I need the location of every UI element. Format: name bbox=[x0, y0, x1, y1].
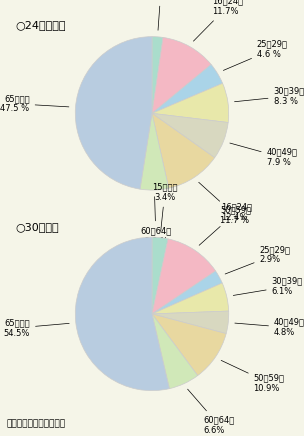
Wedge shape bbox=[140, 113, 169, 190]
Text: 25～29歳
2.9%: 25～29歳 2.9% bbox=[225, 245, 291, 274]
Text: 30～39歳
6.1%: 30～39歳 6.1% bbox=[233, 277, 303, 296]
Text: 注　警察庁資料による。: 注 警察庁資料による。 bbox=[6, 419, 65, 428]
Wedge shape bbox=[152, 37, 163, 113]
Text: 25～29歳
4.6 %: 25～29歳 4.6 % bbox=[223, 40, 288, 70]
Text: 16～24歳
12.4%: 16～24歳 12.4% bbox=[199, 202, 252, 245]
Wedge shape bbox=[152, 283, 229, 314]
Wedge shape bbox=[152, 239, 216, 314]
Text: 15歳以下
2.3%: 15歳以下 2.3% bbox=[148, 0, 174, 30]
Wedge shape bbox=[152, 113, 228, 158]
Text: 60～64歳
6.0 %: 60～64歳 6.0 % bbox=[140, 197, 171, 246]
Wedge shape bbox=[152, 314, 198, 388]
Text: 50～59歳
11.7 %: 50～59歳 11.7 % bbox=[199, 182, 251, 225]
Text: 65歳以上
54.5%: 65歳以上 54.5% bbox=[4, 318, 69, 337]
Text: 30～39歳
8.3 %: 30～39歳 8.3 % bbox=[234, 86, 304, 106]
Wedge shape bbox=[152, 311, 229, 334]
Wedge shape bbox=[152, 314, 226, 375]
Wedge shape bbox=[75, 37, 152, 189]
Text: ○24時間死者: ○24時間死者 bbox=[15, 20, 66, 30]
Text: ○30日死者: ○30日死者 bbox=[15, 222, 59, 232]
Text: 60～64歳
6.6%: 60～64歳 6.6% bbox=[188, 389, 235, 435]
Wedge shape bbox=[152, 37, 211, 113]
Wedge shape bbox=[152, 113, 215, 188]
Text: 15歳以下
3.4%: 15歳以下 3.4% bbox=[152, 182, 178, 231]
Text: 40～49歳
7.9 %: 40～49歳 7.9 % bbox=[230, 143, 298, 167]
Text: 16～24歳
11.7%: 16～24歳 11.7% bbox=[193, 0, 243, 41]
Text: 40～49歳
4.8%: 40～49歳 4.8% bbox=[235, 318, 304, 337]
Text: 50～59歳
10.9%: 50～59歳 10.9% bbox=[221, 361, 285, 393]
Text: 65歳以上
47.5 %: 65歳以上 47.5 % bbox=[1, 94, 69, 113]
Wedge shape bbox=[152, 83, 229, 123]
Wedge shape bbox=[152, 237, 168, 314]
Wedge shape bbox=[75, 237, 169, 391]
Wedge shape bbox=[152, 271, 222, 314]
Wedge shape bbox=[152, 65, 223, 113]
